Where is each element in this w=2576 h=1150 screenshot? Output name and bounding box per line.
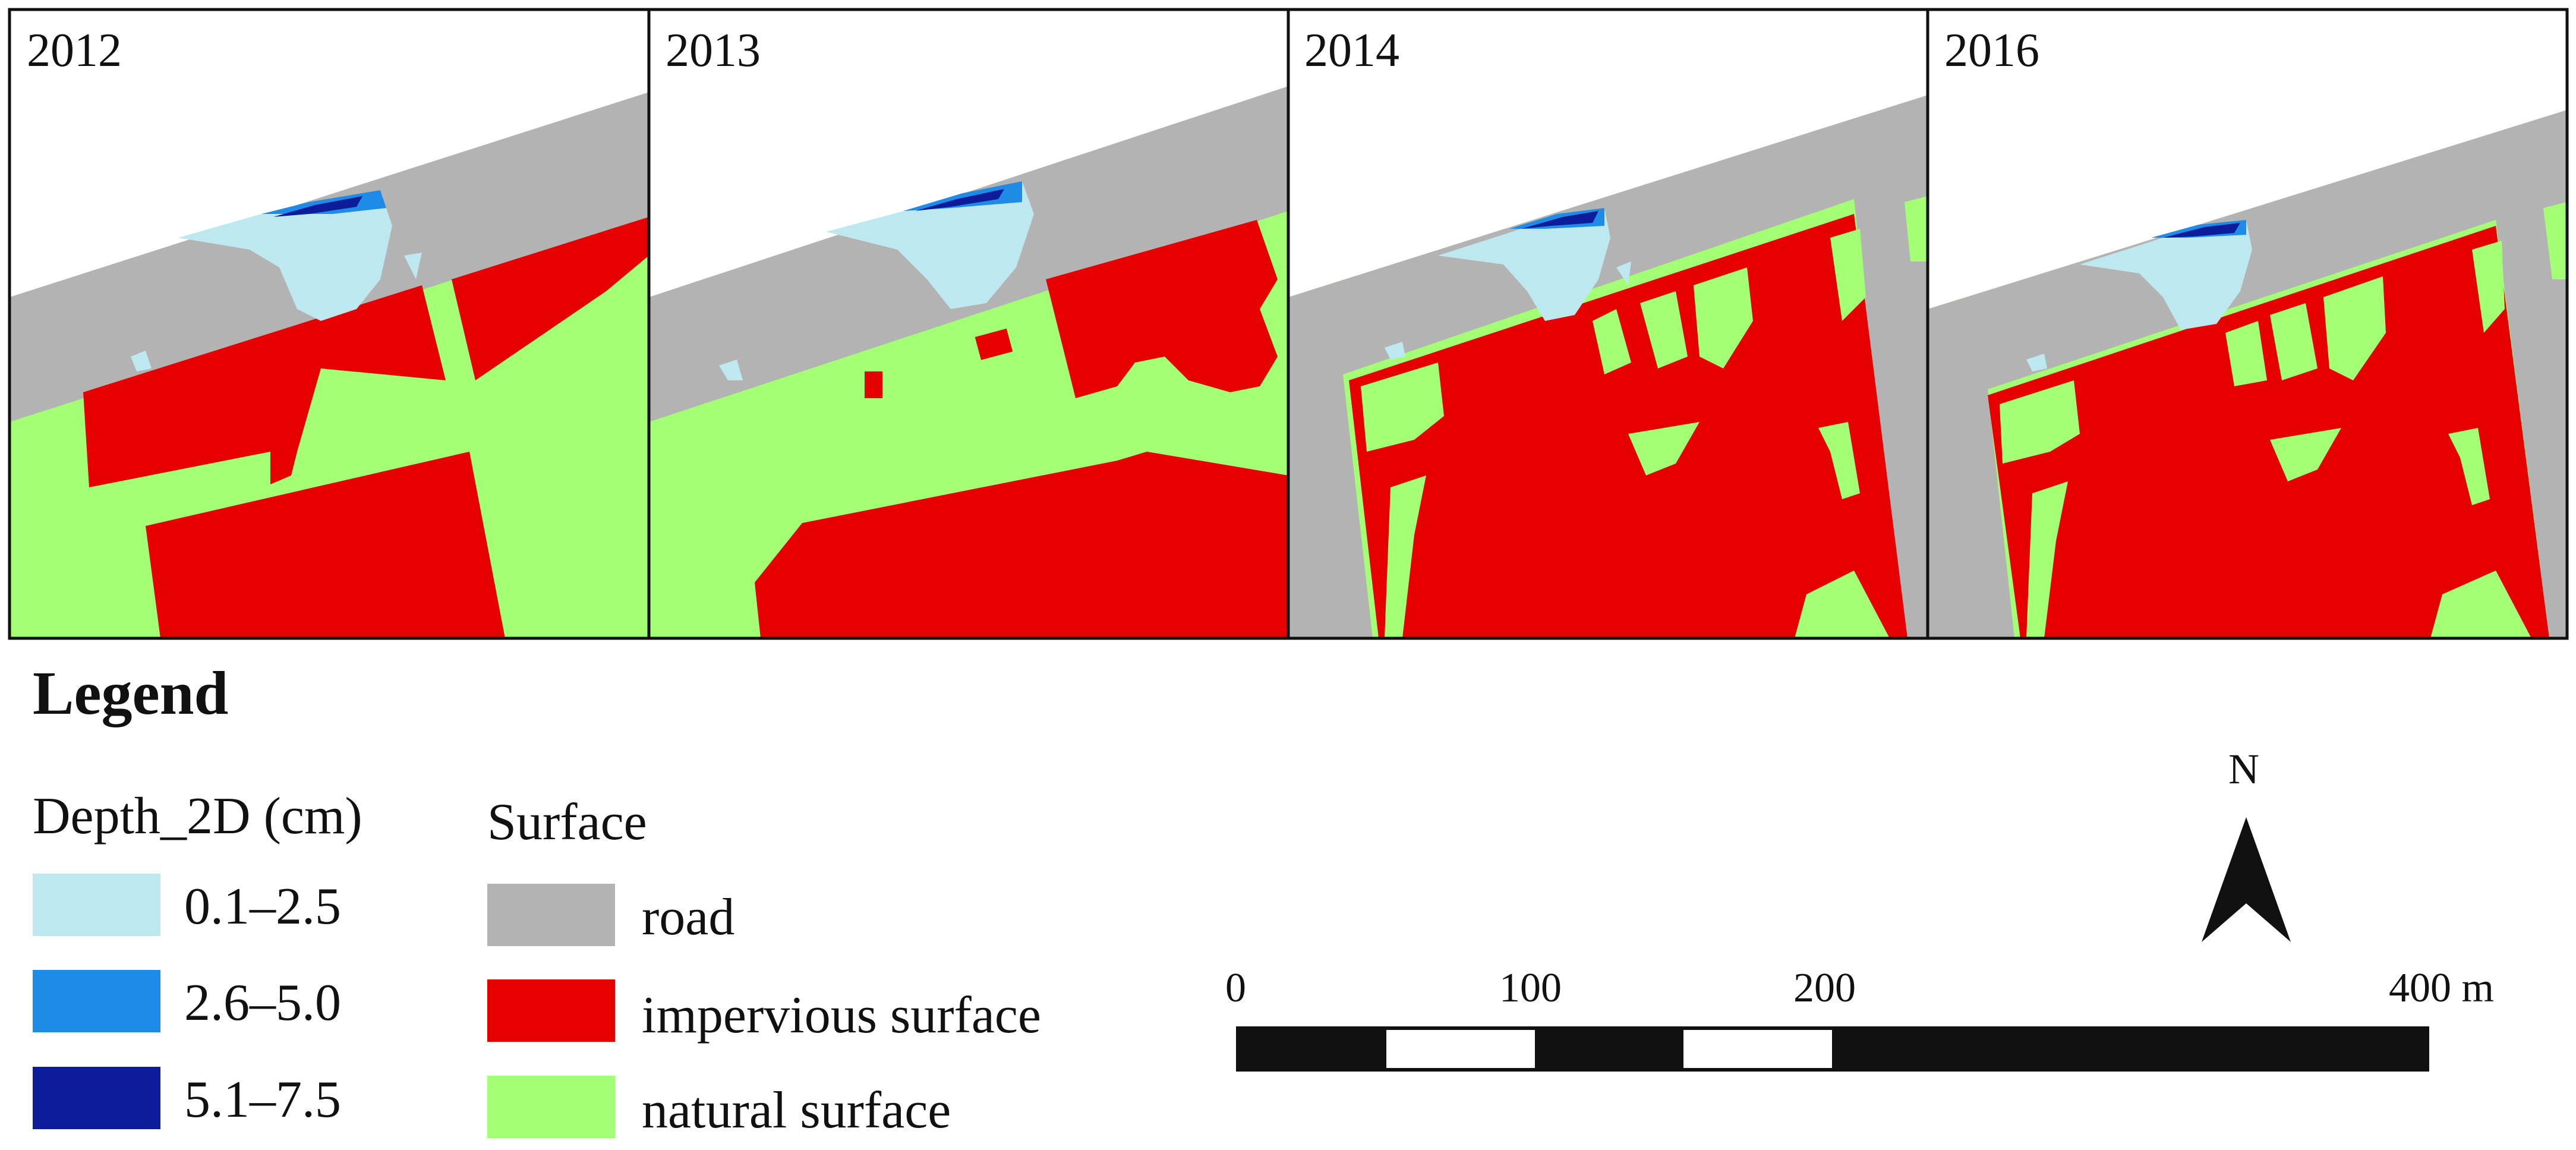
natural-patch	[2270, 303, 2318, 380]
white-background-area	[649, 10, 1288, 297]
north-arrow-icon	[2202, 817, 2291, 942]
flood-area-light	[826, 181, 1034, 309]
natural-patch	[2225, 321, 2267, 386]
flood-spot	[404, 253, 422, 279]
natural-patch	[1818, 422, 1860, 499]
flood-area-deep	[1521, 211, 1598, 229]
surface-legend-title: Surface	[487, 793, 647, 851]
impervious-block	[755, 452, 1288, 638]
depth-legend-title: Depth_2D (cm)	[33, 787, 362, 845]
natural-patch	[2026, 481, 2068, 638]
surface-swatch-impervious	[487, 979, 615, 1042]
map-panel-2014	[1288, 10, 1928, 638]
legend-title: Legend	[33, 659, 229, 727]
impervious-block	[1046, 220, 1278, 398]
natural-patch	[1795, 571, 1890, 638]
flood-area-deep	[2163, 223, 2240, 238]
depth-label-low: 0.1–2.5	[184, 878, 341, 935]
natural-patch	[1593, 309, 1631, 374]
road-area	[1928, 110, 2567, 638]
scale-segment	[1238, 1028, 1386, 1070]
surface-label-road: road	[642, 889, 735, 946]
natural-patch	[2323, 276, 2386, 380]
flood-area-mid	[261, 190, 386, 214]
north-label: N	[2228, 745, 2259, 793]
depth-swatch-mid	[33, 970, 160, 1032]
map-panel-2016	[1928, 10, 2567, 638]
scale-tick-label: 200	[1793, 965, 1856, 1011]
panel-frame	[1926, 8, 2569, 640]
scale-segment	[1832, 1028, 2427, 1070]
flood-spot	[1385, 342, 1405, 360]
white-background-area	[1928, 10, 2567, 309]
flood-spot	[1616, 261, 1631, 285]
flood-area-mid	[903, 181, 1022, 211]
depth-swatch-high	[33, 1067, 160, 1129]
scale-segment	[1535, 1028, 1683, 1070]
natural-patch	[1385, 475, 1426, 638]
natural-patch	[1628, 422, 1700, 475]
flood-spot	[131, 351, 152, 371]
depth-swatch-low	[33, 874, 160, 936]
impervious-block	[865, 371, 882, 398]
map-panel-2013	[649, 10, 1288, 638]
natural-patch	[1640, 291, 1688, 368]
impervious-block	[1988, 226, 2549, 638]
panel-year-label: 2012	[27, 24, 122, 77]
impervious-block	[452, 217, 649, 380]
impervious-block	[146, 452, 505, 638]
natural-patch	[2472, 241, 2505, 333]
natural-strip	[1905, 196, 1928, 261]
surface-label-natural: natural surface	[642, 1082, 951, 1139]
flood-area-deep	[273, 196, 362, 217]
flood-spot	[719, 360, 743, 380]
white-background-area	[10, 10, 649, 297]
natural-patch	[2270, 428, 2341, 481]
flood-spot	[2026, 354, 2047, 371]
panel-year-label: 2016	[1944, 24, 2039, 77]
depth-label-high: 5.1–7.5	[184, 1071, 341, 1129]
depth-label-mid: 2.6–5.0	[184, 974, 341, 1032]
impervious-block	[975, 328, 1013, 360]
map-panels	[8, 8, 2569, 640]
map-panel-2012	[10, 10, 649, 638]
surface-swatch-natural	[487, 1076, 615, 1138]
flood-area-deep	[915, 189, 1004, 211]
surface-label-impervious: impervious surface	[642, 987, 1041, 1044]
scale-tick-label: 100	[1499, 965, 1562, 1011]
panel-year-label: 2013	[666, 24, 761, 77]
flood-area-light	[178, 190, 392, 321]
impervious-block	[1349, 214, 1907, 638]
scale-bar	[1236, 1026, 2429, 1072]
flood-area-light	[1438, 208, 1610, 321]
natural-strip	[2543, 202, 2567, 279]
surface-swatch-road	[487, 884, 615, 946]
scale-tick-label: 400 m	[2389, 965, 2494, 1011]
natural-patch	[2430, 571, 2531, 638]
impervious-block	[83, 285, 446, 487]
scale-tick-label: 0	[1225, 965, 1246, 1011]
natural-patch	[1830, 229, 1866, 321]
natural-patch	[1694, 267, 1753, 368]
natural-patch	[2000, 380, 2080, 464]
flood-area-light	[2080, 220, 2252, 330]
natural-patch	[1361, 363, 1444, 452]
panel-year-label: 2014	[1304, 24, 1399, 77]
white-background-area	[1288, 10, 1928, 297]
natural-patch	[2448, 428, 2490, 505]
road-area	[1288, 95, 1928, 638]
